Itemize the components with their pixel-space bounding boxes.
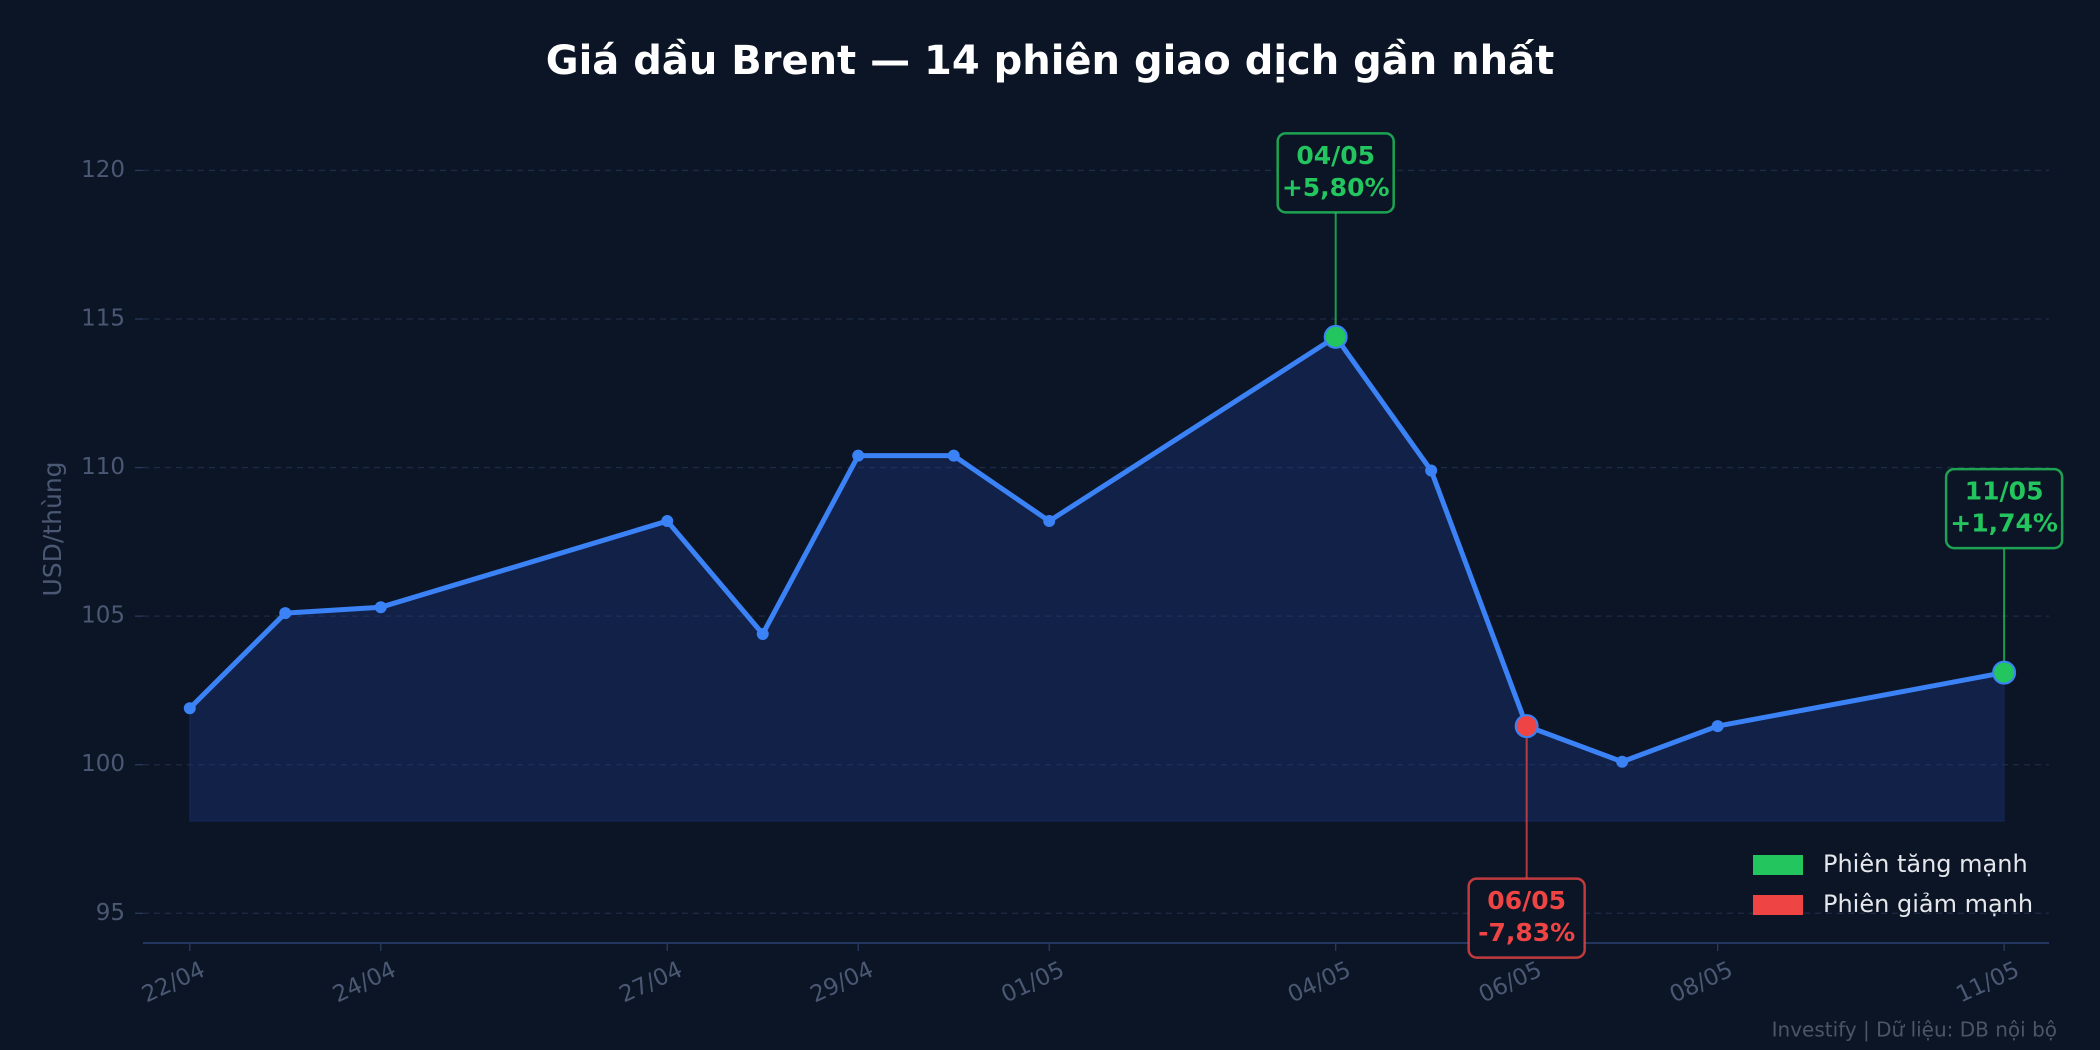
point — [1711, 720, 1724, 733]
point — [279, 607, 292, 620]
y-tick-label: 100 — [81, 751, 125, 777]
legend-label: Phiên tăng mạnh — [1823, 850, 2028, 878]
highlight-point — [1323, 324, 1348, 349]
legend-swatch — [1753, 895, 1803, 915]
line — [188, 334, 2005, 765]
y-tick-label: 115 — [81, 306, 125, 332]
y-tick-label: 120 — [81, 157, 125, 183]
point — [374, 601, 387, 614]
point — [183, 702, 196, 715]
highlight-point — [1514, 714, 1539, 739]
point — [1425, 464, 1438, 477]
point — [756, 627, 769, 640]
point — [852, 449, 865, 462]
point — [1043, 515, 1056, 528]
annotation-change: +5,80% — [1282, 173, 1390, 202]
y-tick-label: 105 — [81, 603, 125, 629]
footer: Investify | Dữ liệu: DB nội bộ — [1772, 1018, 2057, 1042]
point — [661, 515, 674, 528]
y-tick-label: 110 — [81, 454, 125, 480]
annotation-change: +1,74% — [1950, 509, 2058, 538]
point — [947, 449, 960, 462]
y-axis-label: USD/thùng — [38, 461, 67, 596]
annotation-change: -7,83% — [1478, 918, 1575, 947]
annotation-box — [1467, 877, 1586, 959]
legend-label: Phiên giảm mạnh — [1823, 890, 2033, 918]
annotation-date: 06/05 — [1487, 886, 1566, 915]
annotation-date: 11/05 — [1965, 477, 2044, 506]
highlight-point — [1992, 660, 2017, 685]
y-tick-label: 95 — [96, 900, 125, 926]
legend-swatch — [1753, 855, 1803, 875]
point — [1616, 755, 1629, 768]
chart-title: Giá dầu Brent — 14 phiên giao dịch gần n… — [546, 38, 1555, 84]
annotation-box — [1276, 132, 1395, 214]
annotation-date: 04/05 — [1296, 141, 1375, 170]
annotation-box — [1944, 467, 2064, 550]
